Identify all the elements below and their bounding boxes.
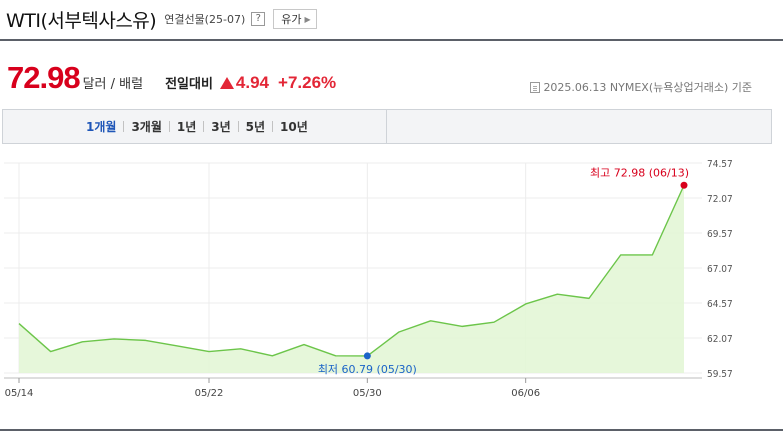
min-annotation: 최저 60.79 (05/30) bbox=[318, 363, 417, 376]
series-area bbox=[19, 185, 684, 373]
related-oil-label: 유가 bbox=[281, 13, 302, 26]
x-tick-label: 06/06 bbox=[511, 388, 540, 399]
y-tick-label: 69.57 bbox=[707, 229, 733, 240]
period-tabs: 1개월 3개월 1년 3년 5년 10년 bbox=[2, 109, 772, 144]
y-tick-label: 64.57 bbox=[707, 299, 733, 310]
period-tab-group: 1개월 3개월 1년 3년 5년 10년 bbox=[3, 110, 387, 143]
page-title: WTI(서부텍사스유) bbox=[6, 9, 157, 32]
tab-period-1[interactable]: 3개월 bbox=[131, 120, 162, 134]
tab-separator bbox=[237, 121, 239, 132]
tab-separator bbox=[123, 121, 125, 132]
tab-period-0[interactable]: 1개월 bbox=[86, 120, 117, 134]
current-price: 72.98 bbox=[7, 60, 81, 95]
y-tick-label: 59.57 bbox=[707, 369, 733, 380]
header: WTI(서부텍사스유) 연결선물(25-07) ? 유가 ▶ bbox=[6, 6, 317, 32]
max-point-marker bbox=[680, 181, 688, 189]
price-change: 4.94 bbox=[235, 73, 270, 92]
reference-text: 2025.06.13 NYMEX(뉴욕상업거래소) 기준 bbox=[543, 81, 752, 94]
document-icon bbox=[530, 81, 541, 93]
y-tick-label: 74.57 bbox=[707, 159, 733, 170]
tab-separator bbox=[203, 121, 205, 132]
tab-period-3[interactable]: 3년 bbox=[211, 120, 231, 134]
top-divider bbox=[0, 39, 783, 41]
y-tick-label: 67.07 bbox=[707, 264, 733, 275]
price-chart: 74.57 72.07 69.57 67.07 64.57 62.07 59.57 05/14… bbox=[4, 159, 733, 399]
tab-period-4[interactable]: 5년 bbox=[245, 120, 266, 134]
max-annotation: 최고 72.98 (06/13) bbox=[590, 166, 689, 179]
tab-separator bbox=[168, 121, 170, 132]
series-line bbox=[18, 184, 685, 357]
compare-label: 전일대비 bbox=[165, 77, 213, 92]
y-tick-label: 62.07 bbox=[707, 334, 733, 345]
bottom-divider bbox=[0, 429, 783, 431]
x-tick-label: 05/22 bbox=[195, 388, 224, 399]
up-triangle-icon bbox=[219, 77, 234, 89]
tab-period-2[interactable]: 1년 bbox=[176, 120, 197, 134]
price-unit: 달러 / 배럴 bbox=[82, 77, 144, 92]
tab-period-5[interactable]: 10년 bbox=[280, 120, 308, 134]
min-point-marker bbox=[363, 352, 371, 360]
chevron-right-icon: ▶ bbox=[304, 14, 311, 24]
contract-subtitle: 연결선물(25-07) bbox=[164, 13, 246, 26]
help-icon[interactable]: ? bbox=[251, 12, 266, 26]
quote-summary: 72.98 달러 / 배럴 전일대비 4.94 +7.26% bbox=[7, 60, 336, 96]
reference-note: 2025.06.13 NYMEX(뉴욕상업거래소) 기준 bbox=[530, 79, 752, 95]
tab-separator bbox=[272, 121, 274, 132]
x-tick-label: 05/14 bbox=[5, 388, 34, 399]
y-tick-label: 72.07 bbox=[707, 194, 733, 205]
related-oil-button[interactable]: 유가 ▶ bbox=[273, 9, 317, 29]
x-tick-label: 05/30 bbox=[353, 388, 382, 399]
price-change-percent: +7.26% bbox=[278, 73, 337, 92]
